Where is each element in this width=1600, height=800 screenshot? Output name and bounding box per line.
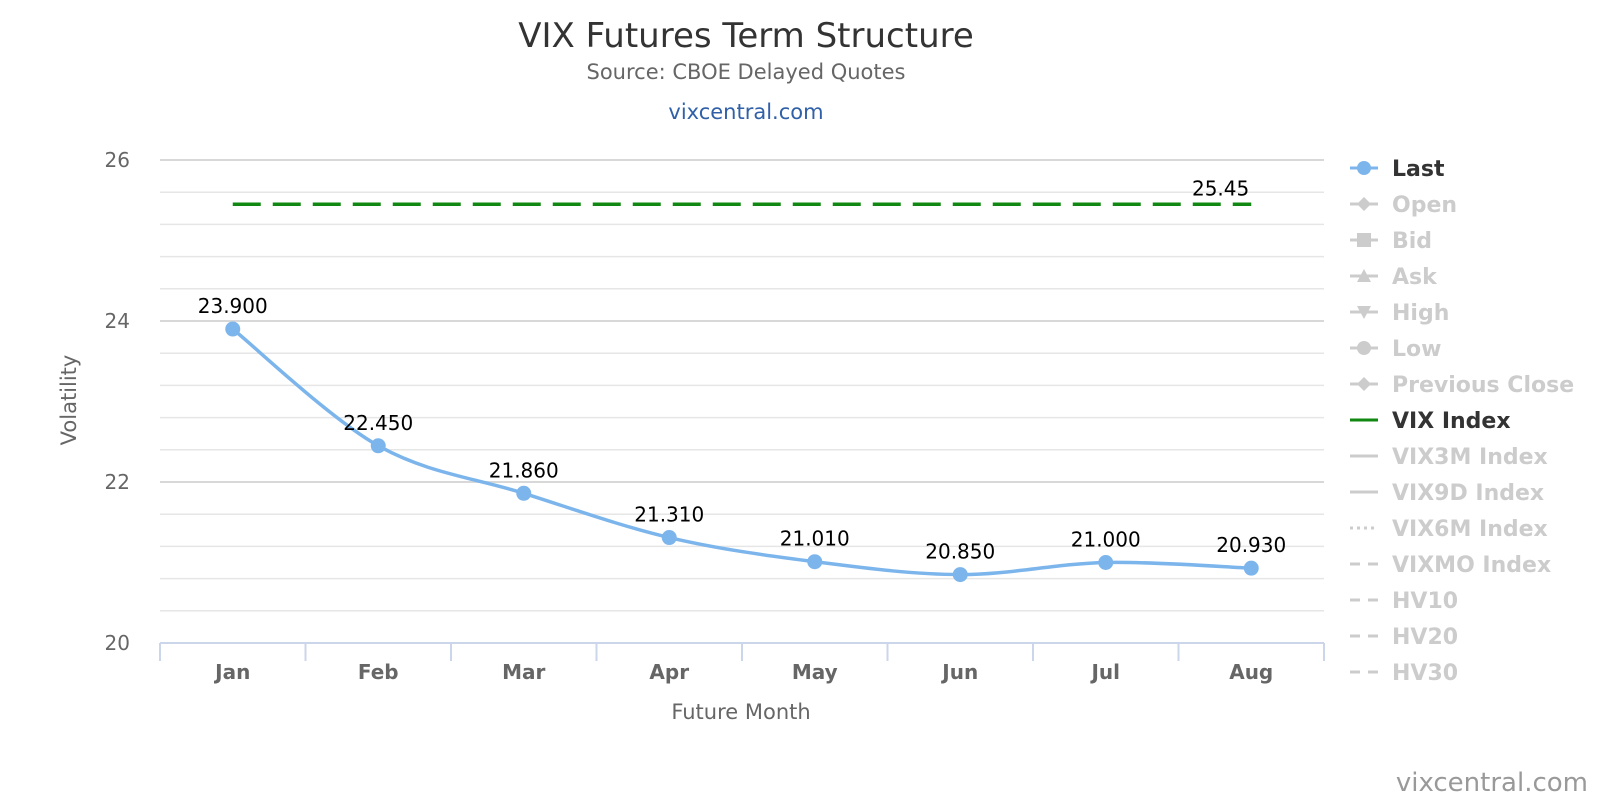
legend-square-icon [1357, 233, 1371, 247]
x-tick-label: Apr [649, 660, 689, 684]
legend-triangle-down-icon [1357, 306, 1371, 319]
last-value-label: 23.900 [198, 294, 268, 318]
legend-diamond-icon [1357, 197, 1371, 211]
legend-label: Last [1392, 157, 1445, 182]
legend-label: Low [1392, 337, 1441, 362]
legend-item-last[interactable]: Last [1350, 157, 1445, 182]
last-value-label: 22.450 [343, 411, 413, 435]
y-tick-label: 26 [105, 148, 130, 172]
legend-label: HV30 [1392, 661, 1458, 686]
legend-item-vix-index[interactable]: VIX Index [1350, 409, 1511, 434]
y-tick-label: 22 [105, 470, 130, 494]
vix-index-value-label: 25.45 [1192, 176, 1249, 200]
x-axis-title: Future Month [671, 700, 810, 724]
x-axis: Jan Feb Mar Apr May Jun Jul Aug [159, 642, 1325, 684]
legend-item-previous-close[interactable]: Previous Close [1350, 373, 1574, 398]
legend-label: VIX3M Index [1392, 445, 1548, 470]
legend-triangle-icon [1357, 269, 1371, 282]
legend-label: High [1392, 301, 1449, 326]
last-series-line [231, 327, 1252, 577]
chart-subtitle: Source: CBOE Delayed Quotes [587, 60, 906, 84]
chart-title: VIX Futures Term Structure [518, 16, 974, 56]
credit-text[interactable]: vixcentral.com [1396, 768, 1588, 798]
x-tick-label: Feb [358, 660, 399, 684]
legend-item-vixmo-index[interactable]: VIXMO Index [1350, 553, 1551, 578]
last-data-point[interactable] [1243, 560, 1259, 576]
legend-label: HV10 [1392, 589, 1458, 614]
legend-item-high[interactable]: High [1350, 301, 1449, 326]
y-axis-title: Volatility [57, 355, 81, 446]
last-value-label: 21.310 [634, 503, 704, 527]
last-data-point[interactable] [370, 438, 386, 454]
legend-item-hv20[interactable]: HV20 [1350, 625, 1458, 650]
legend-item-hv10[interactable]: HV10 [1350, 589, 1458, 614]
x-tick-label: May [792, 660, 838, 684]
y-tick-label: 24 [105, 309, 130, 333]
last-data-point[interactable] [661, 530, 677, 546]
legend-item-low[interactable]: Low [1350, 337, 1441, 362]
last-value-label: 21.000 [1071, 528, 1141, 552]
legend-item-vix6m-index[interactable]: VIX6M Index [1350, 517, 1548, 542]
legend-label: VIXMO Index [1392, 553, 1551, 578]
legend-diamond-icon [1357, 377, 1371, 391]
x-tick-label: Jul [1089, 660, 1120, 684]
last-value-label: 20.850 [925, 540, 995, 564]
legend-label: VIX9D Index [1392, 481, 1544, 506]
legend-item-vix3m-index[interactable]: VIX3M Index [1350, 445, 1548, 470]
x-tick-label: Jan [213, 660, 250, 684]
legend-item-ask[interactable]: Ask [1350, 265, 1438, 290]
legend-item-vix9d-index[interactable]: VIX9D Index [1350, 481, 1544, 506]
y-axis: 20 22 24 26 [105, 148, 130, 655]
x-tick-label: Jun [940, 660, 978, 684]
legend-label: HV20 [1392, 625, 1458, 650]
grid [160, 159, 1324, 612]
legend-item-open[interactable]: Open [1350, 193, 1457, 218]
legend-item-bid[interactable]: Bid [1350, 229, 1432, 254]
last-data-point[interactable] [952, 567, 968, 583]
legend-item-hv30[interactable]: HV30 [1350, 661, 1458, 686]
last-value-label: 21.010 [780, 527, 850, 551]
last-data-point[interactable] [807, 554, 823, 570]
plot-series: 25.45 23.900 22.450 21.860 21.310 21.010 20.85… [198, 176, 1286, 583]
last-data-point[interactable] [1098, 555, 1114, 570]
legend-label: Bid [1392, 229, 1432, 254]
legend-label: Ask [1392, 265, 1438, 290]
last-value-label: 20.930 [1216, 533, 1286, 557]
last-data-point[interactable] [225, 321, 241, 337]
legend-label: Previous Close [1392, 373, 1574, 398]
x-tick-label: Mar [502, 660, 545, 684]
last-data-point[interactable] [516, 485, 532, 501]
y-tick-label: 20 [105, 631, 130, 655]
last-value-label: 21.860 [489, 458, 559, 482]
legend-circle-icon [1357, 161, 1371, 175]
legend-label: VIX6M Index [1392, 517, 1548, 542]
x-tick-label: Aug [1229, 660, 1273, 684]
legend-label: Open [1392, 193, 1457, 218]
legend: Last Open Bid Ask High Low Previous Close VIX I… [1350, 157, 1574, 686]
subtitle-link[interactable]: vixcentral.com [668, 100, 823, 124]
legend-circle-icon [1357, 341, 1371, 355]
legend-label: VIX Index [1392, 409, 1511, 434]
